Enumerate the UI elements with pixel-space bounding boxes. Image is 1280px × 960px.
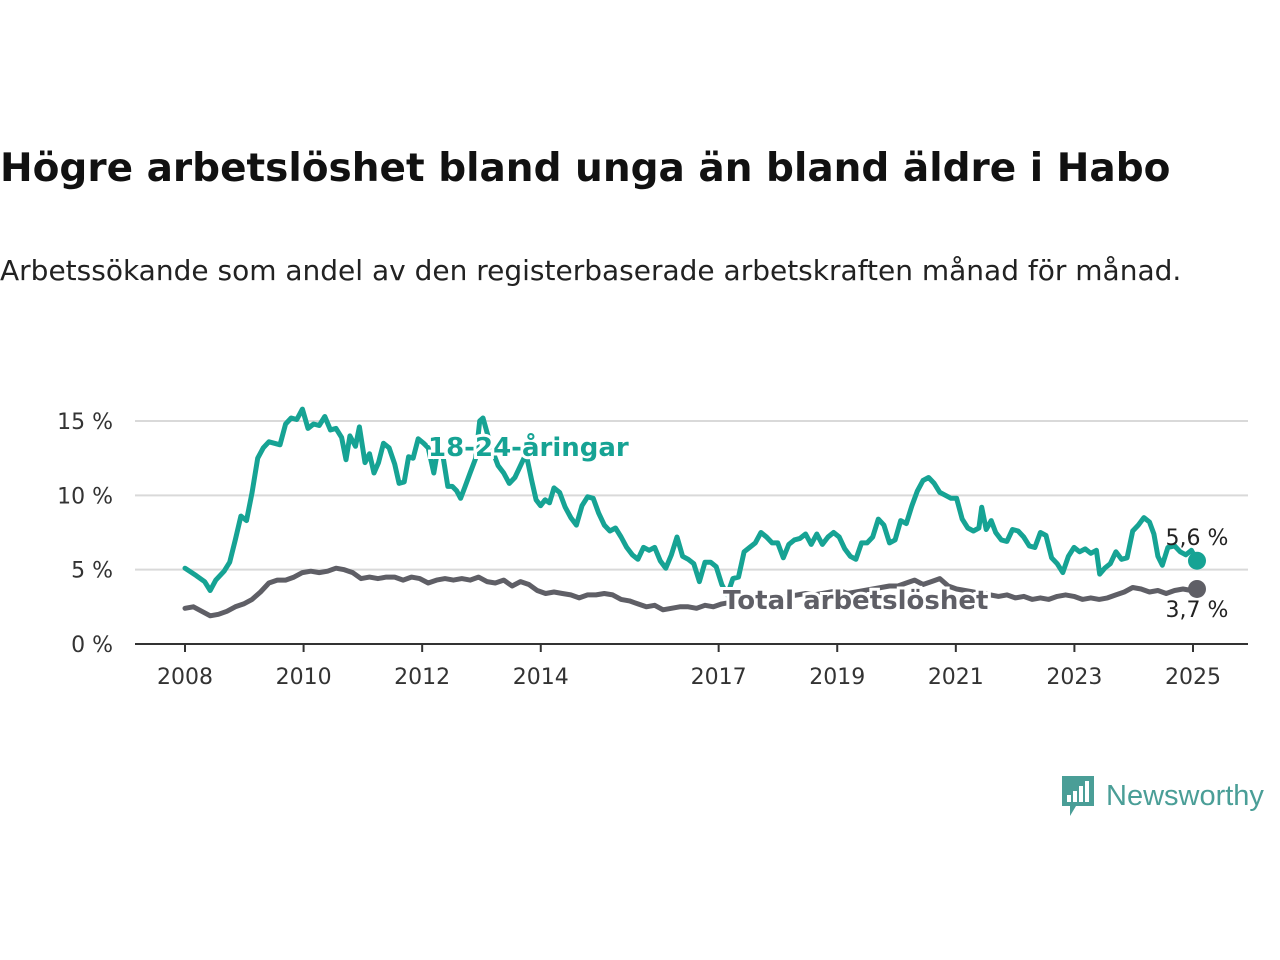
series-lines xyxy=(182,406,1206,619)
chart-subtitle: Arbetssökande som andel av den registerb… xyxy=(0,254,1182,287)
x-tick-label: 2025 xyxy=(1165,665,1221,690)
line-chart: 0 %5 %10 %15 % 2008 2010 2012 2014 2017 2019 2… xyxy=(57,406,1248,690)
y-tick-label: 10 % xyxy=(57,484,113,509)
x-tick-label: 2021 xyxy=(928,665,984,690)
total-end-point xyxy=(1188,579,1206,598)
x-tick-label: 2008 xyxy=(157,665,213,690)
y-tick-label: 0 % xyxy=(71,633,113,658)
x-tick-label: 2014 xyxy=(513,665,569,690)
youth-end-point xyxy=(1188,551,1206,570)
x-tick-label: 2017 xyxy=(691,665,747,690)
x-tick-label: 2010 xyxy=(276,665,332,690)
grid-lines xyxy=(135,420,1248,645)
newsworthy-logo-icon xyxy=(1062,776,1094,816)
y-axis-ticks: 0 % 5 % 10 % 15 % xyxy=(57,410,113,658)
chart-title: Högre arbetslöshet bland unga än bland ä… xyxy=(0,146,1171,191)
newsworthy-logo: Newsworthy xyxy=(1060,774,1264,818)
total-end-label: 3,7 % xyxy=(1166,598,1229,623)
x-tick-label: 2012 xyxy=(394,665,450,690)
youth-series-line xyxy=(182,406,1200,598)
total-series-label: Total arbetslöshet xyxy=(723,586,988,616)
brand-name: Newsworthy xyxy=(1106,779,1264,812)
x-axis-ticks: 2008 2010 2012 2014 2017 2019 2021 2023 2025 xyxy=(157,644,1221,690)
total-series-line xyxy=(182,565,1200,619)
x-tick-label: 2019 xyxy=(809,665,865,690)
series-labels: 5,6 % 3,7 % 18-24-åringar Total arbetslöshe… xyxy=(425,428,1229,623)
y-tick-label: 5 % xyxy=(71,559,113,584)
x-tick-label: 2023 xyxy=(1046,665,1102,690)
y-tick-label: 15 % xyxy=(57,410,113,435)
youth-series-label: 18-24-åringar xyxy=(428,431,629,463)
youth-end-label: 5,6 % xyxy=(1166,526,1229,551)
